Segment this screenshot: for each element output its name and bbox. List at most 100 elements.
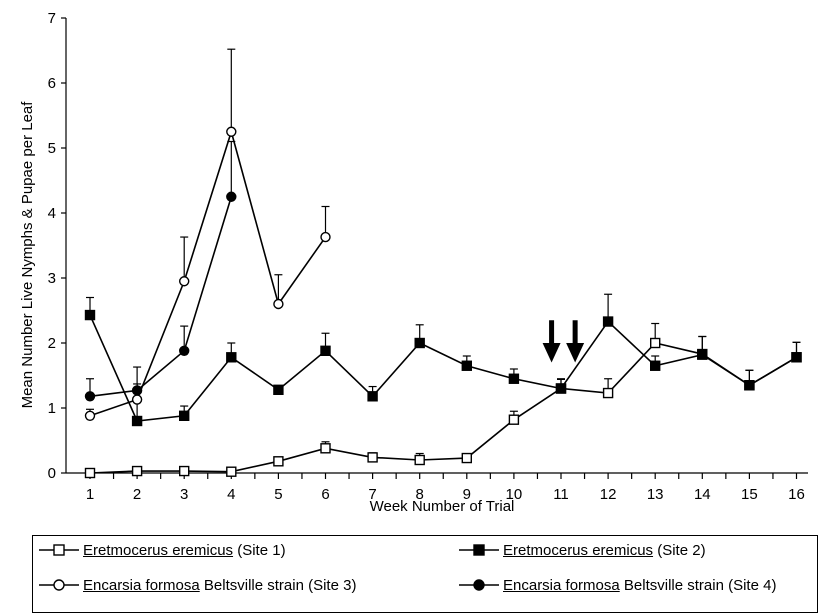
x-tick-label: 3 [180,486,188,503]
series-layer [84,48,802,479]
data-point [131,415,143,427]
legend-species: Eretmocerus eremicus [83,541,234,559]
legend-site: (Site 2) [657,541,706,559]
data-point [555,383,567,394]
data-point [273,298,284,310]
data-point [414,337,425,349]
data-point [650,360,661,371]
series-line [89,196,233,398]
y-tick-label: 4 [48,205,56,222]
y-axis-ticks: 0 1 2 3 4 5 6 7 [48,10,66,482]
legend-site: Beltsville strain (Site 4) [623,576,777,594]
data-point [320,231,331,243]
series-line [89,314,797,422]
data-point [320,345,331,356]
series-2 [84,293,802,427]
arrow-head [566,343,585,363]
data-point [131,465,143,477]
data-point [84,309,96,321]
legend-species: Encarsia formosa [83,576,200,594]
series-line [89,128,327,417]
legend-item-site-1: Eretmocerus eremicus (Site 1) [39,537,286,563]
x-axis-label: Week Number of Trial [370,498,515,515]
y-tick-label: 7 [48,10,56,27]
data-point [178,465,190,477]
data-point [650,337,661,349]
data-point [461,452,472,464]
data-point [791,352,802,363]
data-point [84,467,96,479]
data-point [84,391,96,402]
data-point [273,456,284,467]
down-arrow-icon [566,320,585,363]
x-tick-label: 10 [506,486,523,503]
data-point [461,360,472,371]
x-tick-label: 6 [321,486,329,503]
data-point [84,410,96,421]
data-point [744,380,755,391]
y-axis-label: Mean Number Live Nymphs & Pupae per Leaf [19,101,36,409]
x-tick-label: 2 [133,486,141,503]
x-tick-label: 1 [86,486,94,503]
x-tick-label: 12 [600,486,617,503]
data-point [602,387,614,399]
legend-species: Eretmocerus eremicus [503,541,654,559]
x-tick-label: 14 [694,486,711,503]
y-tick-label: 1 [48,400,56,417]
data-point [178,345,190,356]
x-tick-label: 11 [553,486,569,503]
arrow-shaft [549,320,555,343]
data-point [226,126,237,137]
data-point [602,316,614,327]
arrow-shaft [572,320,578,343]
x-tick-label: 16 [788,486,805,503]
y-tick-label: 5 [48,140,56,157]
x-tick-label: 5 [274,486,282,503]
open-circle-marker-icon [39,579,79,591]
legend-site: Beltsville strain (Site 3) [203,576,357,594]
legend: Eretmocerus eremicus (Site 1) Eretmoceru… [32,535,818,613]
series-1 [84,322,802,479]
data-point [508,373,520,384]
open-square-marker-icon [39,544,79,556]
arrow-head [542,343,561,363]
series-4 [84,140,237,402]
legend-item-site-3: Encarsia formosa Beltsville strain (Site… [39,572,356,598]
data-point [273,384,284,395]
filled-circle-marker-icon [459,579,499,591]
y-tick-label: 0 [48,465,56,482]
data-point [226,466,237,477]
data-point [226,352,237,363]
filled-square-marker-icon [459,544,499,556]
x-tick-label: 4 [227,486,235,503]
data-point [367,452,378,463]
x-tick-label: 15 [741,486,758,503]
legend-species: Encarsia formosa [503,576,620,594]
x-tick-label: 7 [368,486,376,503]
x-tick-label: 13 [647,486,664,503]
y-tick-label: 2 [48,335,56,352]
data-point [178,276,190,287]
data-point [697,349,708,360]
data-point [131,385,143,396]
data-point [178,410,190,421]
data-point [226,191,237,202]
series-3 [84,48,331,421]
x-axis-ticks: 1 2 3 4 5 6 7 8 9 10 11 12 13 14 15 16 [86,473,805,503]
x-tick-label: 9 [463,486,471,503]
annotation-layer [542,320,585,363]
y-tick-label: 6 [48,75,56,92]
series-line [89,342,797,474]
x-tick-label: 8 [416,486,424,503]
data-point [414,454,425,466]
legend-item-site-2: Eretmocerus eremicus (Site 2) [459,537,706,563]
y-tick-label: 3 [48,270,56,287]
data-point [131,394,143,405]
chart-axes [65,18,808,474]
data-point [367,391,378,402]
data-point [508,414,520,425]
legend-item-site-4: Encarsia formosa Beltsville strain (Site… [459,572,776,598]
data-point [320,443,331,454]
down-arrow-icon [542,320,561,363]
